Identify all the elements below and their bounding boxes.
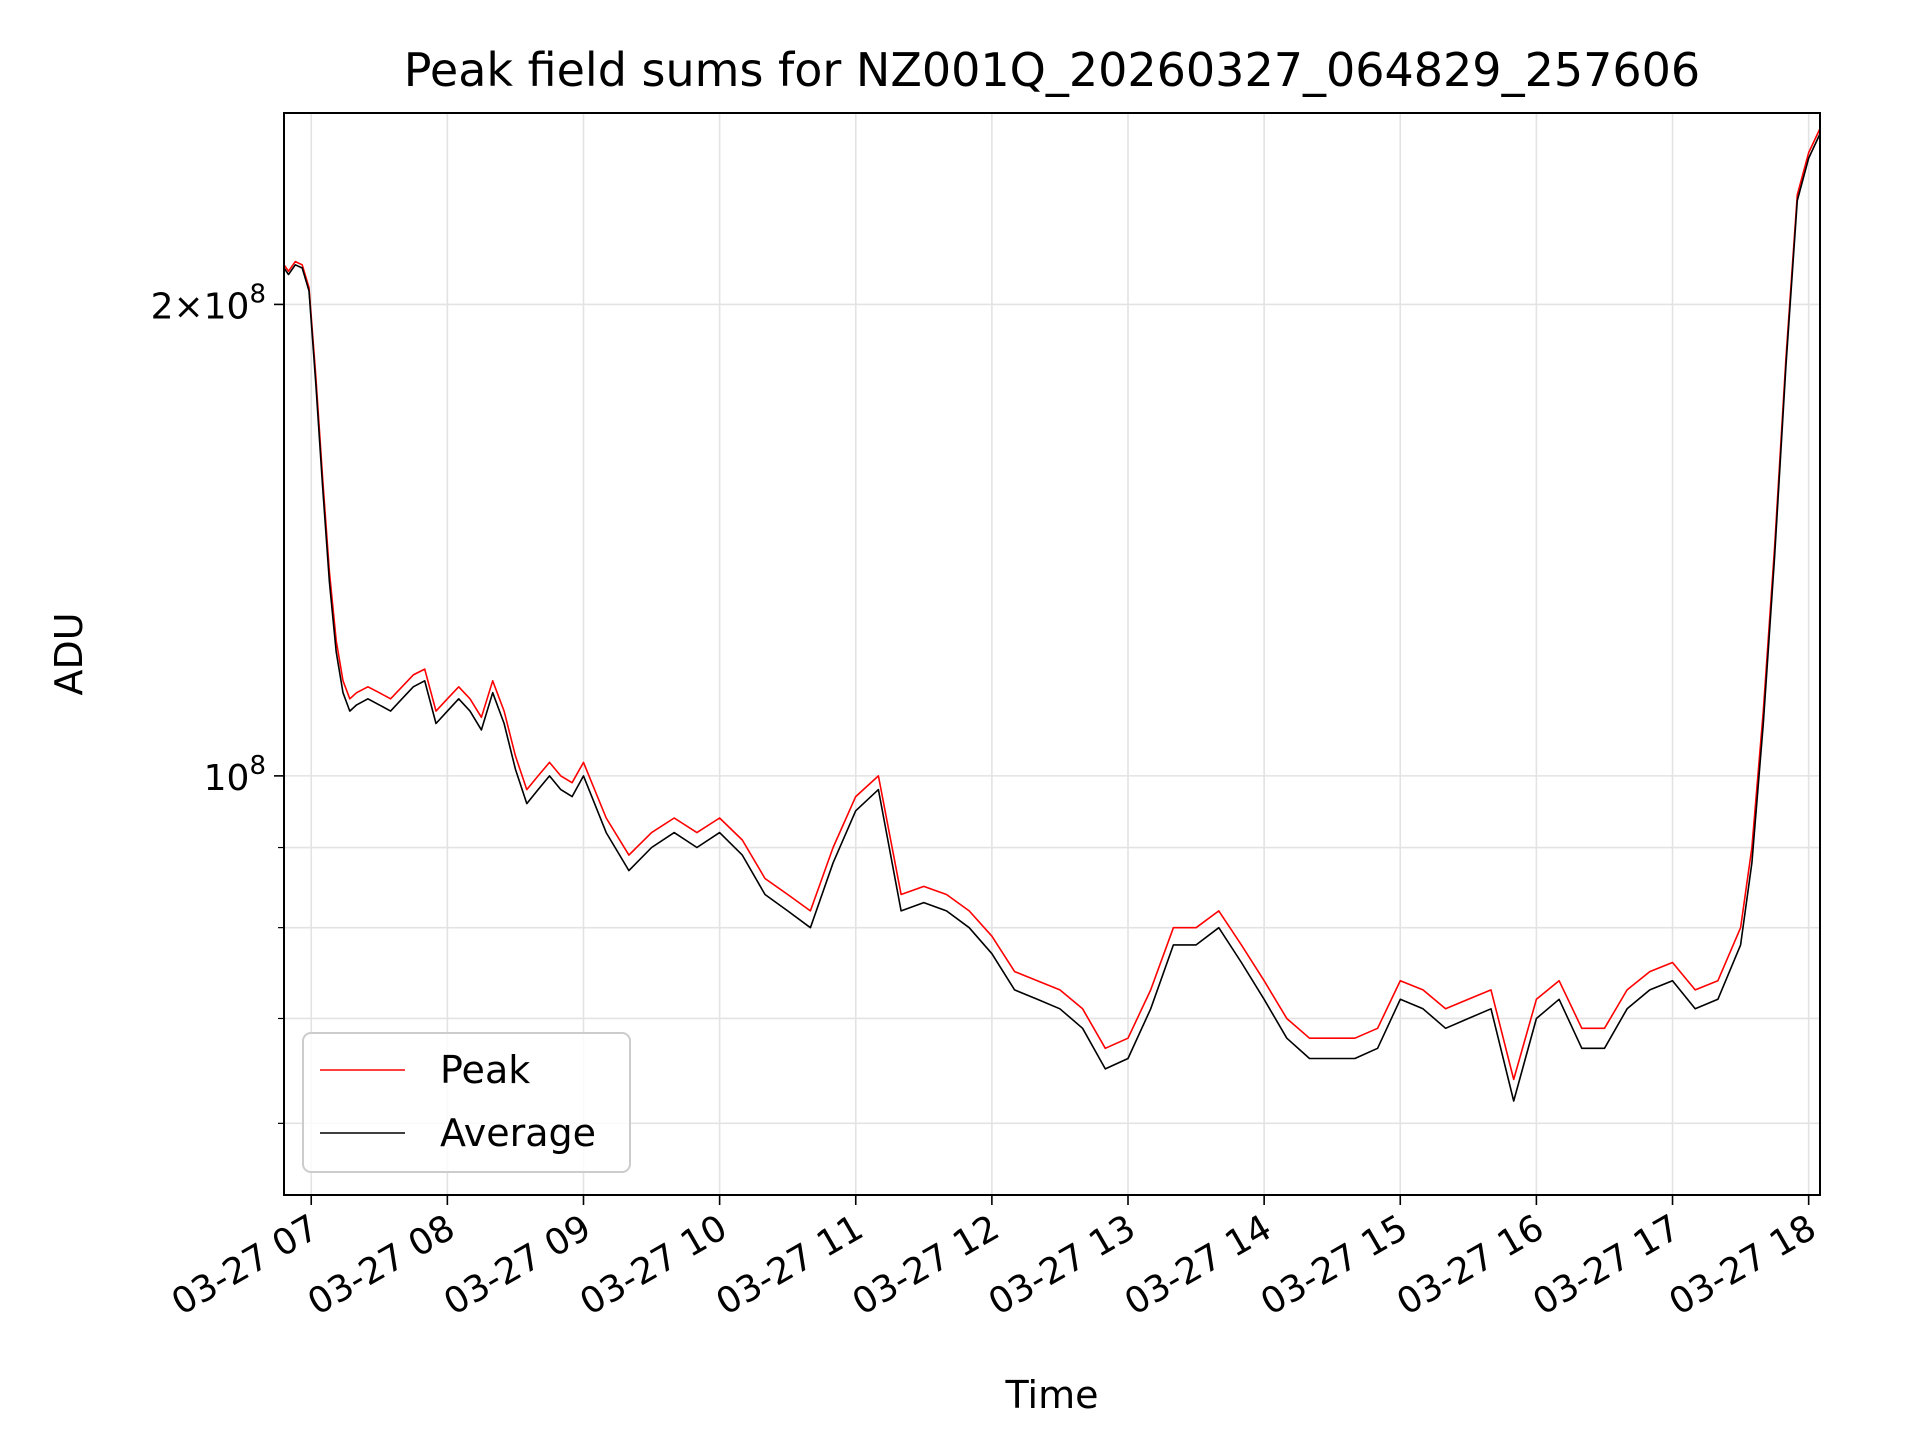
series-line-peak	[283, 128, 1821, 1081]
y-tick-label: 108	[204, 751, 266, 799]
y-tick-label: 2×108	[151, 279, 266, 327]
data-series	[283, 128, 1821, 1102]
grid-lines	[284, 113, 1820, 1195]
y-axis-ticks: 2×108 108	[151, 279, 284, 1124]
legend-label-average: Average	[440, 1111, 596, 1155]
legend: Peak Average	[302, 1032, 631, 1173]
y-axis-label: ADU	[47, 612, 91, 695]
chart-title: Peak field sums for NZ001Q_20260327_0648…	[404, 43, 1700, 97]
legend-label-peak: Peak	[440, 1048, 530, 1092]
plot-area-frame	[283, 112, 1821, 1196]
x-axis-label: Time	[1005, 1373, 1099, 1417]
series-line-average	[283, 133, 1821, 1102]
legend-frame	[302, 1032, 631, 1173]
